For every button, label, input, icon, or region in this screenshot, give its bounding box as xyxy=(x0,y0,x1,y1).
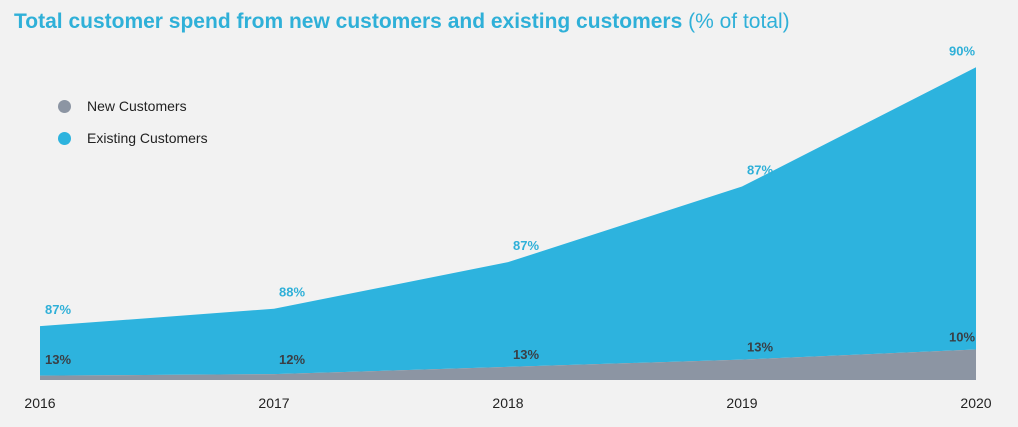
data-label-new-2020: 10% xyxy=(949,329,975,344)
x-tick-2017: 2017 xyxy=(258,395,289,411)
area-new-customers xyxy=(40,349,976,380)
legend: New Customers Existing Customers xyxy=(58,90,208,154)
data-label-existing-2017: 88% xyxy=(279,285,305,300)
area-existing-customers xyxy=(40,67,976,376)
chart-title-main: Total customer spend from new customers … xyxy=(14,10,683,33)
data-label-existing-2020: 90% xyxy=(949,43,975,58)
data-label-new-2016: 13% xyxy=(45,352,71,367)
chart-title: Total customer spend from new customers … xyxy=(14,10,790,34)
legend-item-existing-customers: Existing Customers xyxy=(58,122,208,154)
legend-label-new-customers: New Customers xyxy=(87,98,187,114)
x-tick-2018: 2018 xyxy=(492,395,523,411)
x-tick-2019: 2019 xyxy=(726,395,757,411)
data-label-existing-2016: 87% xyxy=(45,302,71,317)
data-label-new-2018: 13% xyxy=(513,347,539,362)
legend-dot-new-customers xyxy=(58,99,71,113)
legend-label-existing-customers: Existing Customers xyxy=(87,130,208,146)
data-label-new-2019: 13% xyxy=(747,340,773,355)
legend-item-new-customers: New Customers xyxy=(58,90,208,122)
x-tick-2020: 2020 xyxy=(960,395,991,411)
data-label-new-2017: 12% xyxy=(279,352,305,367)
chart-title-sub: (% of total) xyxy=(688,10,790,33)
legend-dot-existing-customers xyxy=(58,131,71,145)
data-label-existing-2018: 87% xyxy=(513,238,539,253)
data-label-existing-2019: 87% xyxy=(747,163,773,178)
x-tick-2016: 2016 xyxy=(24,395,55,411)
